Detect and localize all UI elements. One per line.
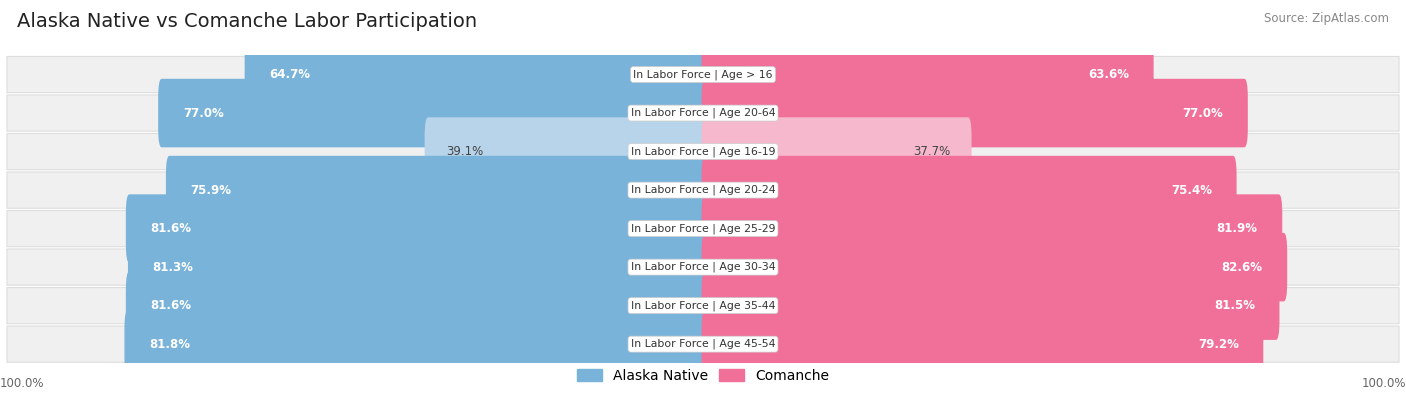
Legend: Alaska Native, Comanche: Alaska Native, Comanche: [571, 363, 835, 388]
Text: 39.1%: 39.1%: [446, 145, 482, 158]
FancyBboxPatch shape: [166, 156, 704, 224]
FancyBboxPatch shape: [245, 40, 704, 109]
FancyBboxPatch shape: [7, 288, 1399, 324]
FancyBboxPatch shape: [127, 271, 704, 340]
FancyBboxPatch shape: [702, 79, 1249, 147]
FancyBboxPatch shape: [7, 326, 1399, 362]
Text: 75.4%: 75.4%: [1171, 184, 1212, 197]
Text: In Labor Force | Age > 16: In Labor Force | Age > 16: [633, 69, 773, 80]
FancyBboxPatch shape: [702, 271, 1279, 340]
Text: In Labor Force | Age 25-29: In Labor Force | Age 25-29: [631, 223, 775, 234]
FancyBboxPatch shape: [7, 249, 1399, 285]
Text: 100.0%: 100.0%: [1361, 377, 1406, 390]
Text: 81.6%: 81.6%: [150, 299, 191, 312]
FancyBboxPatch shape: [128, 233, 704, 301]
FancyBboxPatch shape: [425, 117, 704, 186]
Text: In Labor Force | Age 30-34: In Labor Force | Age 30-34: [631, 262, 775, 273]
FancyBboxPatch shape: [702, 233, 1288, 301]
Text: 37.7%: 37.7%: [914, 145, 950, 158]
FancyBboxPatch shape: [7, 95, 1399, 131]
Text: 63.6%: 63.6%: [1088, 68, 1129, 81]
Text: 81.9%: 81.9%: [1216, 222, 1257, 235]
Text: Source: ZipAtlas.com: Source: ZipAtlas.com: [1264, 12, 1389, 25]
FancyBboxPatch shape: [702, 40, 1154, 109]
Text: In Labor Force | Age 20-24: In Labor Force | Age 20-24: [631, 185, 775, 196]
FancyBboxPatch shape: [7, 134, 1399, 170]
FancyBboxPatch shape: [125, 310, 704, 378]
FancyBboxPatch shape: [7, 211, 1399, 247]
FancyBboxPatch shape: [702, 117, 972, 186]
FancyBboxPatch shape: [702, 310, 1264, 378]
Text: Alaska Native vs Comanche Labor Participation: Alaska Native vs Comanche Labor Particip…: [17, 12, 477, 31]
Text: 81.3%: 81.3%: [153, 261, 194, 274]
Text: 77.0%: 77.0%: [183, 107, 224, 120]
Text: 81.5%: 81.5%: [1213, 299, 1256, 312]
FancyBboxPatch shape: [7, 172, 1399, 208]
Text: 82.6%: 82.6%: [1222, 261, 1263, 274]
Text: In Labor Force | Age 16-19: In Labor Force | Age 16-19: [631, 146, 775, 157]
Text: In Labor Force | Age 35-44: In Labor Force | Age 35-44: [631, 300, 775, 311]
Text: 79.2%: 79.2%: [1198, 338, 1239, 351]
FancyBboxPatch shape: [127, 194, 704, 263]
FancyBboxPatch shape: [702, 194, 1282, 263]
FancyBboxPatch shape: [702, 156, 1237, 224]
Text: 81.6%: 81.6%: [150, 222, 191, 235]
Text: 77.0%: 77.0%: [1182, 107, 1223, 120]
FancyBboxPatch shape: [157, 79, 704, 147]
Text: 81.8%: 81.8%: [149, 338, 190, 351]
Text: 100.0%: 100.0%: [0, 377, 45, 390]
Text: In Labor Force | Age 20-64: In Labor Force | Age 20-64: [631, 108, 775, 118]
Text: 64.7%: 64.7%: [269, 68, 311, 81]
FancyBboxPatch shape: [7, 56, 1399, 93]
Text: 75.9%: 75.9%: [190, 184, 232, 197]
Text: In Labor Force | Age 45-54: In Labor Force | Age 45-54: [631, 339, 775, 350]
